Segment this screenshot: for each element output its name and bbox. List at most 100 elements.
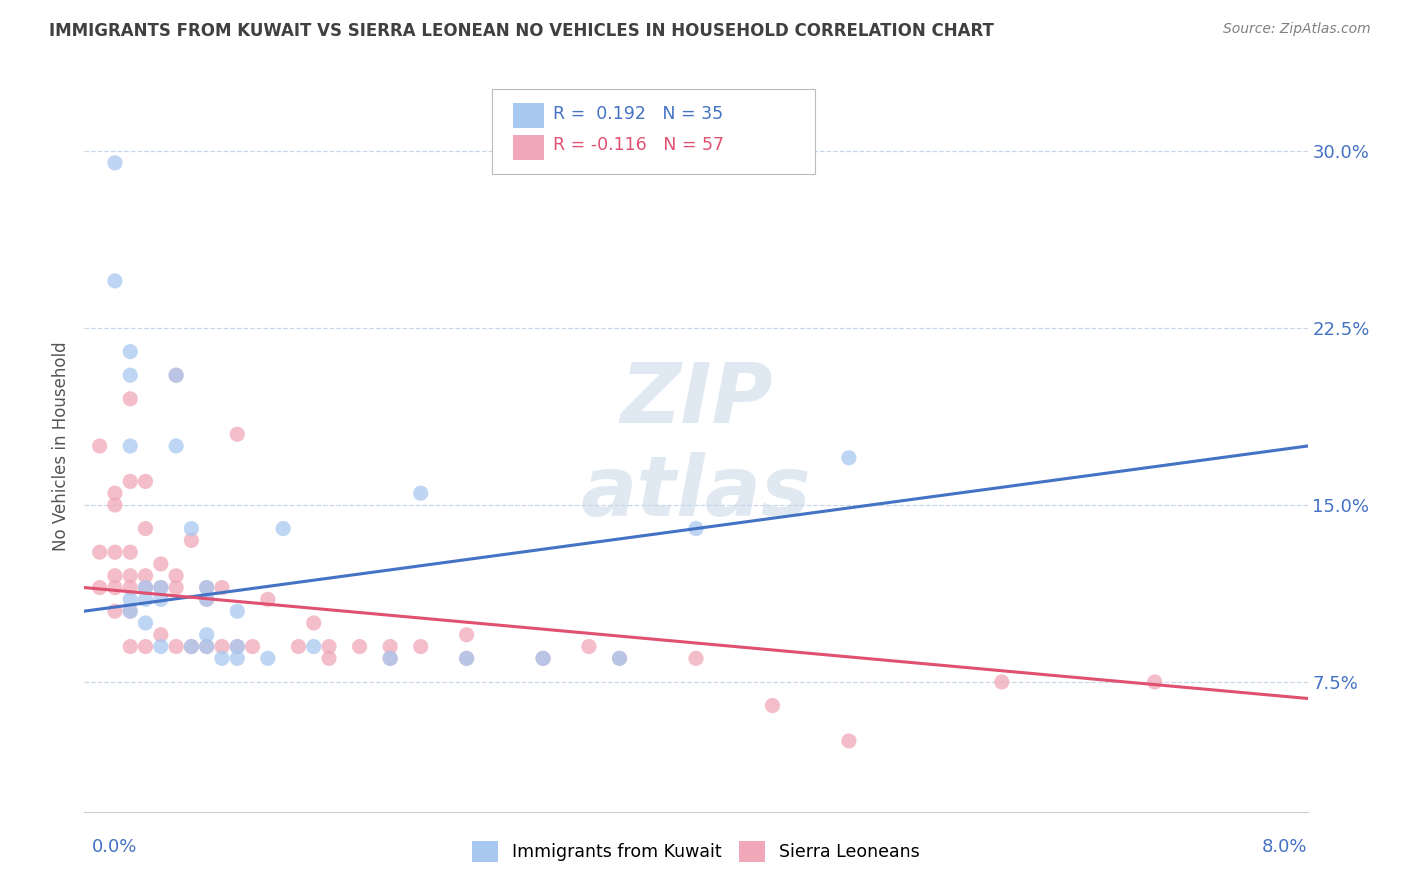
Point [149, 557, 172, 571]
Point [409, 640, 432, 654]
Legend: Immigrants from Kuwait, Sierra Leoneans: Immigrants from Kuwait, Sierra Leoneans [465, 834, 927, 869]
Point [302, 640, 325, 654]
Point [120, 581, 142, 595]
Point [409, 486, 432, 500]
Point [180, 533, 202, 548]
Point [349, 640, 371, 654]
Point [195, 640, 218, 654]
Point [120, 604, 142, 618]
Point [89, 581, 111, 595]
Text: IMMIGRANTS FROM KUWAIT VS SIERRA LEONEAN NO VEHICLES IN HOUSEHOLD CORRELATION CH: IMMIGRANTS FROM KUWAIT VS SIERRA LEONEAN… [49, 22, 994, 40]
Point [211, 651, 233, 665]
Point [120, 545, 142, 559]
Point [120, 640, 142, 654]
Point [149, 581, 172, 595]
Point [257, 592, 280, 607]
Point [149, 581, 172, 595]
Point [609, 651, 631, 665]
Point [226, 651, 249, 665]
Point [211, 640, 233, 654]
Text: 0.0%: 0.0% [91, 838, 136, 855]
Point [195, 592, 218, 607]
Point [120, 568, 142, 582]
Point [531, 651, 554, 665]
Point [838, 450, 860, 465]
Point [195, 581, 218, 595]
Point [120, 475, 142, 489]
Text: R = -0.116   N = 57: R = -0.116 N = 57 [553, 136, 724, 154]
Point [165, 581, 187, 595]
Point [380, 640, 402, 654]
Point [89, 545, 111, 559]
Point [761, 698, 783, 713]
Point [165, 368, 187, 383]
Point [380, 651, 402, 665]
Point [104, 581, 127, 595]
Point [135, 615, 157, 630]
Point [456, 628, 478, 642]
Point [135, 581, 157, 595]
Point [380, 651, 402, 665]
Point [991, 675, 1014, 690]
Point [165, 368, 187, 383]
Point [104, 274, 127, 288]
Point [120, 592, 142, 607]
Point [135, 568, 157, 582]
Point [135, 592, 157, 607]
Point [165, 640, 187, 654]
Point [149, 628, 172, 642]
Point [1143, 675, 1166, 690]
Text: Source: ZipAtlas.com: Source: ZipAtlas.com [1223, 22, 1371, 37]
Point [195, 592, 218, 607]
Point [120, 368, 142, 383]
Point [226, 427, 249, 442]
Point [120, 439, 142, 453]
Point [211, 581, 233, 595]
Point [120, 392, 142, 406]
Point [456, 651, 478, 665]
Point [578, 640, 600, 654]
Point [149, 592, 172, 607]
Point [104, 545, 127, 559]
Point [456, 651, 478, 665]
Point [195, 628, 218, 642]
Point [195, 640, 218, 654]
Point [226, 640, 249, 654]
Point [120, 604, 142, 618]
Point [135, 581, 157, 595]
Point [149, 640, 172, 654]
Point [318, 651, 340, 665]
Point [135, 640, 157, 654]
Point [180, 640, 202, 654]
Point [135, 522, 157, 536]
Point [104, 156, 127, 170]
Point [120, 344, 142, 359]
Point [302, 615, 325, 630]
Point [287, 640, 309, 654]
Point [257, 651, 280, 665]
Text: R =  0.192   N = 35: R = 0.192 N = 35 [553, 105, 723, 123]
Point [271, 522, 294, 536]
Point [609, 651, 631, 665]
Point [104, 486, 127, 500]
Point [685, 522, 707, 536]
Text: 8.0%: 8.0% [1263, 838, 1308, 855]
Point [135, 475, 157, 489]
Point [685, 651, 707, 665]
Point [242, 640, 264, 654]
Point [104, 568, 127, 582]
Point [165, 568, 187, 582]
Point [318, 640, 340, 654]
Y-axis label: No Vehicles in Household: No Vehicles in Household [52, 341, 70, 551]
Point [838, 734, 860, 748]
Point [104, 604, 127, 618]
Point [531, 651, 554, 665]
Point [89, 439, 111, 453]
Point [226, 640, 249, 654]
Point [180, 640, 202, 654]
Point [226, 604, 249, 618]
Point [180, 522, 202, 536]
Text: ZIP
atlas: ZIP atlas [581, 359, 811, 533]
Point [195, 581, 218, 595]
Point [165, 439, 187, 453]
